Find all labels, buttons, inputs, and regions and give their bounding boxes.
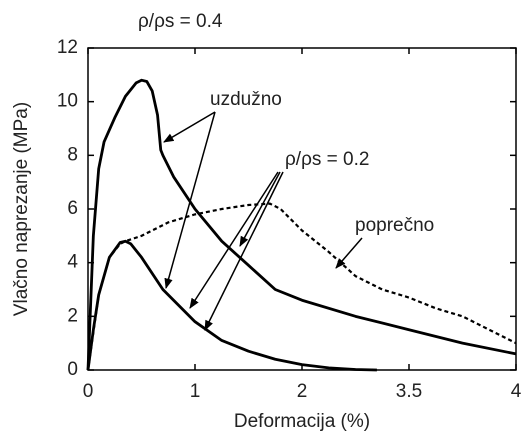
line-series (86, 202, 517, 371)
arrow (204, 171, 284, 331)
x-tick-label: 4 (511, 381, 522, 402)
x-tick-label: 3.5 (396, 381, 422, 402)
y-tick-label: 0 (67, 359, 78, 380)
x-axis-label: Deformacija (%) (234, 411, 370, 432)
annotation: ρ/ρs = 0.4 (138, 11, 223, 32)
y-tick-label: 12 (57, 37, 78, 58)
y-tick-label: 2 (67, 305, 78, 326)
x-tick-label: 1 (190, 381, 201, 402)
x-tick-label: 0 (83, 381, 94, 402)
arrow (239, 171, 281, 247)
arrow (189, 171, 279, 309)
arrow (335, 237, 363, 269)
y-tick-label: 10 (57, 91, 78, 112)
line-series (86, 78, 517, 371)
x-tick-label: 2 (297, 381, 308, 402)
y-axis-label: Vlačno naprezanje (MPa) (11, 102, 32, 316)
line-series (86, 239, 377, 372)
arrow (163, 111, 216, 143)
annotation: uzdužno (210, 89, 282, 110)
annotation: ρ/ρs = 0.2 (285, 149, 369, 170)
y-tick-label: 6 (67, 198, 78, 219)
y-tick-label: 4 (67, 252, 78, 273)
y-tick-label: 8 (67, 144, 78, 165)
annotation: poprečno (355, 215, 434, 236)
arrows (163, 111, 363, 331)
